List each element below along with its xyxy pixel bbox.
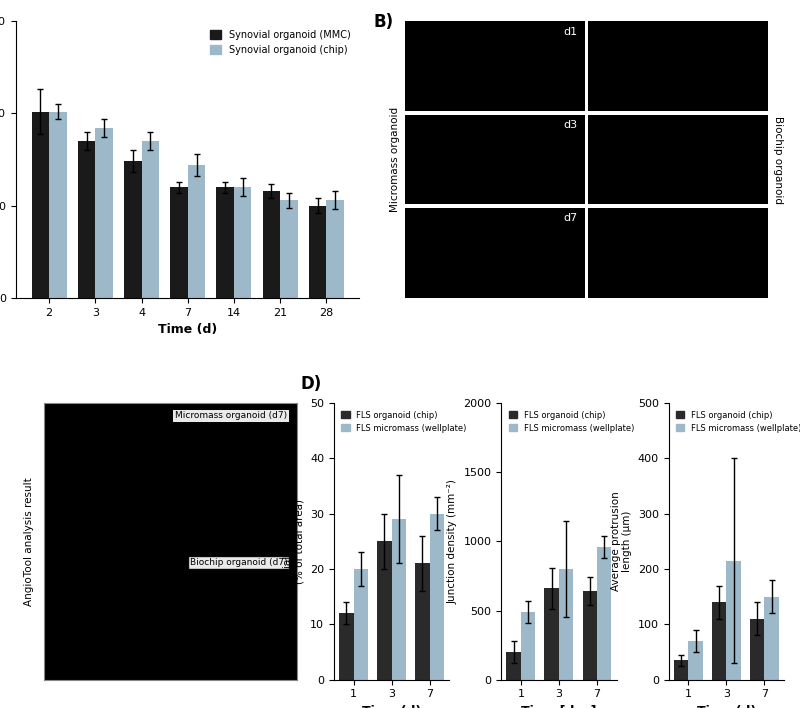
Bar <box>78 141 95 298</box>
Bar <box>32 112 49 298</box>
Y-axis label: Synovial network area
(% of total area): Synovial network area (% of total area) <box>283 483 305 600</box>
Bar <box>750 619 764 680</box>
Bar <box>262 191 280 298</box>
Legend: FLS organoid (chip), FLS micromass (wellplate): FLS organoid (chip), FLS micromass (well… <box>338 407 470 436</box>
Bar <box>188 165 206 298</box>
Bar <box>391 519 406 680</box>
Y-axis label: Average protrusion
length (μm): Average protrusion length (μm) <box>610 491 632 591</box>
Text: Biochip organoid: Biochip organoid <box>773 115 782 204</box>
Bar <box>377 542 391 680</box>
X-axis label: Time (d): Time (d) <box>697 705 756 708</box>
Bar <box>326 200 344 298</box>
Bar <box>216 187 234 298</box>
Text: AngioTool analysis result: AngioTool analysis result <box>24 477 34 606</box>
Bar <box>712 603 726 680</box>
Bar <box>545 588 559 680</box>
Bar <box>95 128 113 298</box>
Bar <box>521 612 535 680</box>
Bar <box>234 187 251 298</box>
Text: D): D) <box>300 375 322 393</box>
X-axis label: Time [day]: Time [day] <box>521 705 597 708</box>
Text: d3: d3 <box>564 120 578 130</box>
Bar <box>674 661 688 680</box>
Text: Micromass organoid (d7): Micromass organoid (d7) <box>175 411 287 421</box>
Bar <box>559 569 574 680</box>
Bar <box>124 161 142 298</box>
Legend: FLS organoid (chip), FLS micromass (wellplate): FLS organoid (chip), FLS micromass (well… <box>673 407 800 436</box>
Bar <box>597 547 611 680</box>
Bar <box>49 112 66 298</box>
X-axis label: Time (d): Time (d) <box>158 323 218 336</box>
Bar <box>339 613 354 680</box>
Text: Micromass organoid: Micromass organoid <box>390 107 400 212</box>
Bar <box>764 597 778 680</box>
Bar <box>280 200 298 298</box>
Bar <box>430 514 444 680</box>
Text: B): B) <box>374 13 394 31</box>
Bar <box>688 641 702 680</box>
Bar <box>415 564 430 680</box>
Legend: FLS organoid (chip), FLS micromass (wellplate): FLS organoid (chip), FLS micromass (well… <box>506 407 638 436</box>
Y-axis label: Junction density (mm⁻²): Junction density (mm⁻²) <box>448 479 458 604</box>
Text: d1: d1 <box>564 27 578 37</box>
Legend: Synovial organoid (MMC), Synovial organoid (chip): Synovial organoid (MMC), Synovial organo… <box>206 26 354 59</box>
Bar <box>309 206 326 298</box>
Bar <box>726 561 741 680</box>
Bar <box>506 652 521 680</box>
Bar <box>142 141 159 298</box>
Bar <box>170 187 188 298</box>
Text: d7: d7 <box>563 213 578 224</box>
X-axis label: Time (d): Time (d) <box>362 705 422 708</box>
Bar <box>582 591 597 680</box>
Text: Biochip organoid (d7): Biochip organoid (d7) <box>190 558 287 567</box>
Bar <box>354 569 368 680</box>
